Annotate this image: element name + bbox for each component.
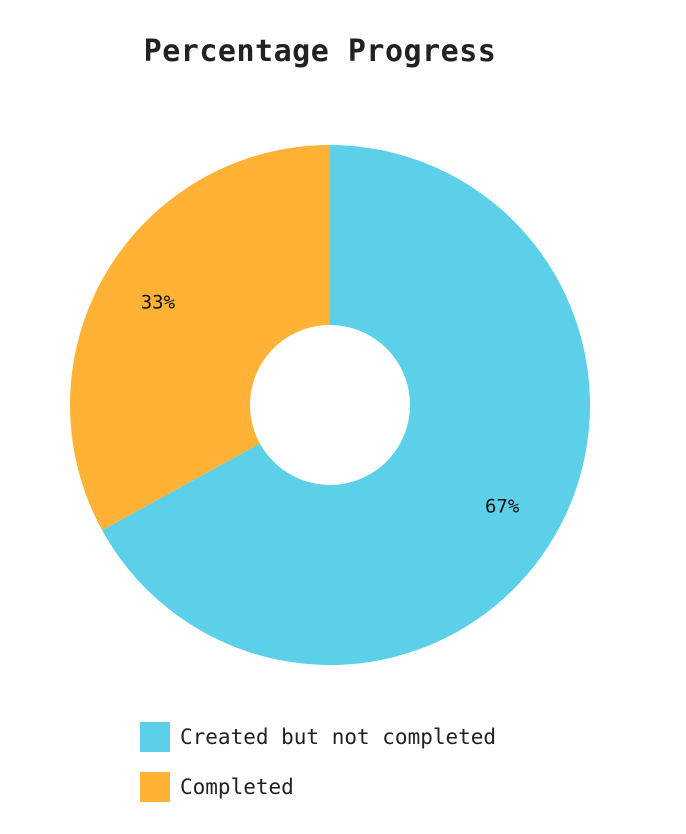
chart-legend: Created but not completed Completed bbox=[140, 722, 496, 822]
legend-label-completed: Completed bbox=[180, 775, 294, 799]
donut-slice-completed[interactable] bbox=[69, 145, 330, 531]
legend-label-created-but-not-completed: Created but not completed bbox=[180, 725, 497, 749]
data-label-completed: 33% bbox=[141, 292, 176, 314]
legend-swatch-completed bbox=[140, 772, 170, 802]
legend-item-completed[interactable]: Completed bbox=[140, 772, 496, 802]
donut-chart: 67% 33% bbox=[69, 145, 590, 665]
donut-slice-created-but-not-completed[interactable] bbox=[102, 145, 590, 665]
chart-title: Percentage Progress bbox=[143, 34, 497, 69]
data-label-created-but-not-completed: 67% bbox=[485, 495, 520, 517]
legend-item-created-but-not-completed[interactable]: Created but not completed bbox=[140, 722, 496, 752]
legend-swatch-created-but-not-completed bbox=[140, 722, 170, 752]
